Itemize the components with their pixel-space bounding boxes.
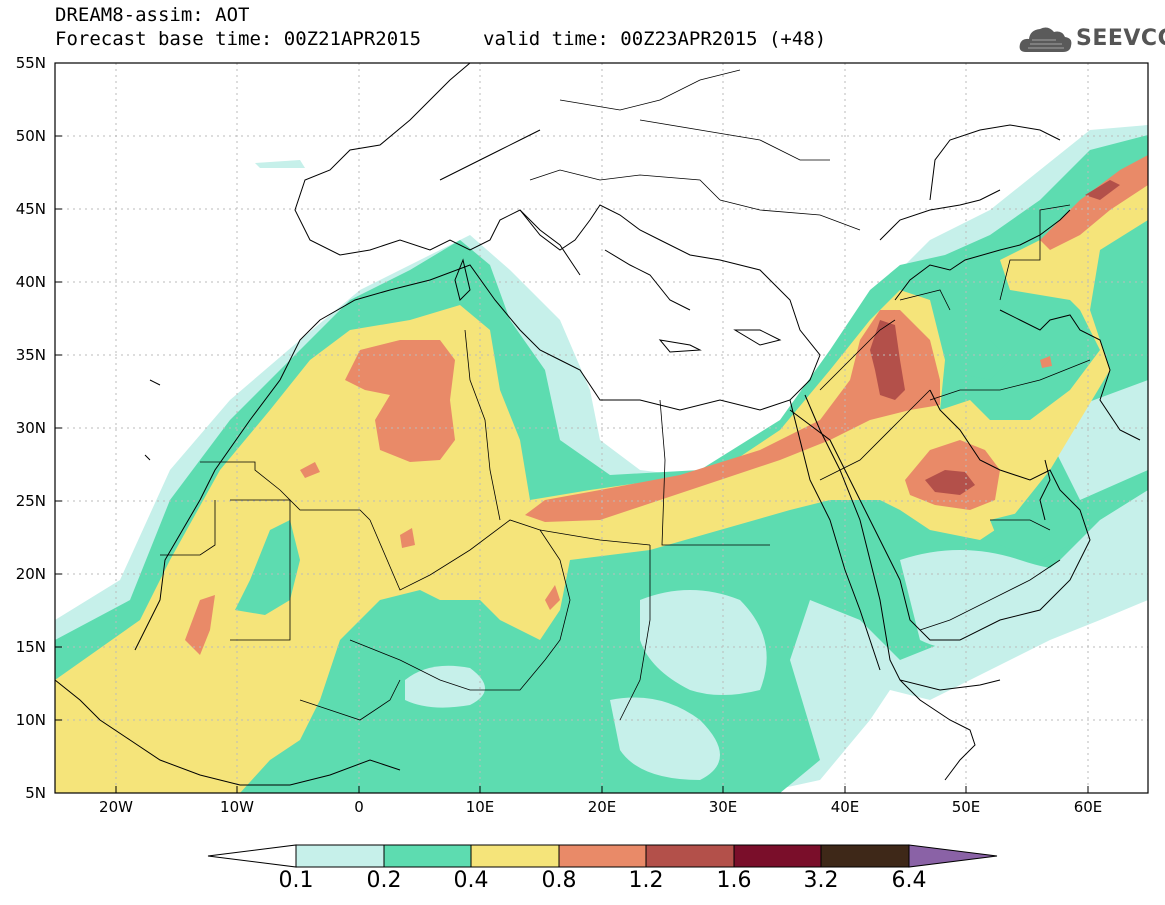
colorbar-segment-5 xyxy=(645,844,735,868)
lon-label: 20E xyxy=(587,798,617,816)
aot-1.2-1.6 xyxy=(870,180,1120,495)
seevccc-logo: SEEVCCC xyxy=(1018,22,1165,56)
colorbar-label: 0.4 xyxy=(453,868,489,893)
lat-label: 15N xyxy=(15,638,46,656)
forecast-time-line: Forecast base time: 00Z21APR2015 valid ti… xyxy=(55,28,826,50)
colorbar-segment-over xyxy=(908,844,998,868)
colorbar-label: 0.2 xyxy=(366,868,402,893)
valid-time: valid time: 00Z23APR2015 (+48) xyxy=(483,28,827,50)
colorbar-segment-6 xyxy=(733,844,822,868)
colorbar-segment-7 xyxy=(820,844,910,868)
lon-label: 10W xyxy=(220,798,254,816)
colorbar-label: 0.1 xyxy=(278,868,314,893)
lon-label: 60E xyxy=(1073,798,1103,816)
lon-label: 40E xyxy=(830,798,860,816)
colorbar-segment-4 xyxy=(558,844,647,868)
colorbar-segment-2 xyxy=(383,844,472,868)
colorbar-label: 3.2 xyxy=(803,868,839,893)
aot-0.2-0.4-patches xyxy=(235,340,1080,785)
lat-label: 25N xyxy=(15,492,46,510)
aot-field xyxy=(55,63,1148,793)
axis-ticks xyxy=(55,135,1089,793)
lon-label: 20W xyxy=(99,798,133,816)
forecast-base-time: Forecast base time: 00Z21APR2015 xyxy=(55,28,422,50)
colorbar-segment-1 xyxy=(295,844,385,868)
logo-text: SEEVCCC xyxy=(1076,26,1165,51)
borders xyxy=(160,69,1091,721)
coastlines xyxy=(55,63,1141,786)
lat-label: 45N xyxy=(15,200,46,218)
lon-label: 30E xyxy=(708,798,738,816)
colorbar xyxy=(207,844,998,868)
lat-label: 35N xyxy=(15,346,46,364)
graticule xyxy=(55,63,1148,793)
lat-label: 50N xyxy=(15,127,46,145)
lon-label: 10E xyxy=(465,798,495,816)
colorbar-label: 0.8 xyxy=(541,868,577,893)
lat-label: 5N xyxy=(25,784,46,802)
cloud-icon xyxy=(1019,27,1072,52)
lat-label: 10N xyxy=(15,711,46,729)
colorbar-segment-under xyxy=(207,844,297,868)
map-title: DREAM8-assim: AOT xyxy=(55,4,250,26)
colorbar-label: 6.4 xyxy=(891,868,927,893)
colorbar-label: 1.6 xyxy=(716,868,752,893)
colorbar-segment-3 xyxy=(470,844,560,868)
lon-label: 50E xyxy=(951,798,981,816)
lat-label: 30N xyxy=(15,419,46,437)
lat-label: 20N xyxy=(15,565,46,583)
colorbar-label: 1.2 xyxy=(628,868,664,893)
lat-label: 55N xyxy=(15,54,46,72)
lat-label: 40N xyxy=(15,273,46,291)
lon-label: 0 xyxy=(354,798,364,816)
